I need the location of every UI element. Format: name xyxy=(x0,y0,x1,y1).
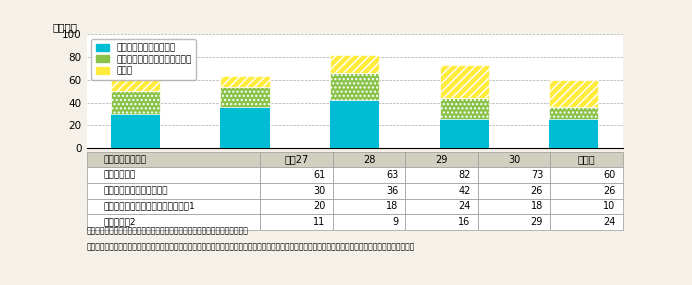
Bar xyxy=(330,73,379,100)
Text: 注１：企業の経営等に係る違法事犯，証券取引事犯及び財政侵害事犯をいう。: 注１：企業の経営等に係る違法事犯，証券取引事犯及び財政侵害事犯をいう。 xyxy=(86,226,248,235)
Bar xyxy=(111,79,160,91)
Bar xyxy=(549,107,599,119)
Bar xyxy=(330,55,379,73)
Bar xyxy=(439,119,489,148)
Bar xyxy=(221,107,270,148)
Text: ２：金融・不良債権関連事犯及び企業の経営等に係る違法事犯等以外の国民の経済活動の健全性又は信頼性に重大な影響を及ぼすおそれのある犯罪をいう。: ２：金融・不良債権関連事犯及び企業の経営等に係る違法事犯等以外の国民の経済活動の… xyxy=(86,243,415,252)
Y-axis label: （事件）: （事件） xyxy=(53,22,78,32)
Bar xyxy=(111,114,160,148)
Bar xyxy=(439,98,489,119)
Bar xyxy=(330,100,379,148)
Bar xyxy=(439,65,489,98)
Bar xyxy=(221,87,270,107)
Bar xyxy=(221,76,270,87)
Bar xyxy=(549,80,599,107)
Bar xyxy=(549,119,599,148)
Bar xyxy=(111,91,160,114)
Legend: 金融・不良債権関連事犯, 企業の経営等に係る違法事犯等, その他: 金融・不良債権関連事犯, 企業の経営等に係る違法事犯等, その他 xyxy=(91,39,196,80)
